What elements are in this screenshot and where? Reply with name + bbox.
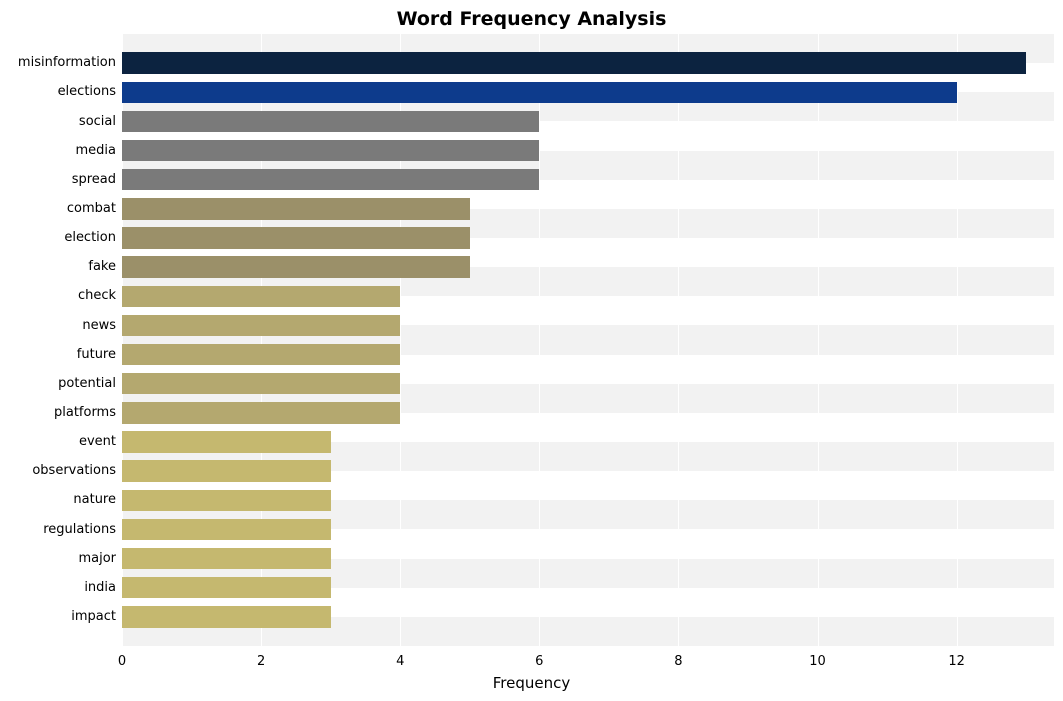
bar [122,286,400,307]
y-tick-label: fake [88,259,116,274]
x-tick-label: 8 [674,654,682,669]
y-tick-label: check [78,288,116,303]
x-tick-label: 12 [948,654,965,669]
bar [122,256,470,277]
y-tick-label: india [84,580,116,595]
y-tick-label: major [78,551,116,566]
gridline [539,34,540,646]
y-tick-label: impact [71,609,116,624]
y-tick-label: combat [67,201,116,216]
bar [122,577,331,598]
y-tick-label: potential [58,376,116,391]
bar [122,548,331,569]
bar [122,169,539,190]
y-tick-label: misinformation [18,55,116,70]
bar [122,140,539,161]
bar [122,82,957,103]
y-tick-label: media [76,143,117,158]
bar [122,227,470,248]
y-tick-label: spread [72,172,116,187]
chart-title: Word Frequency Analysis [0,8,1063,30]
y-tick-label: election [64,230,116,245]
bar [122,402,400,423]
bar [122,460,331,481]
gridline [818,34,819,646]
y-tick-label: news [82,318,116,333]
gridline [678,34,679,646]
x-tick-label: 2 [257,654,265,669]
bar [122,519,331,540]
y-tick-label: future [77,347,116,362]
x-tick-label: 4 [396,654,404,669]
x-tick-label: 0 [118,654,126,669]
y-tick-label: nature [73,492,116,507]
x-tick-label: 10 [809,654,826,669]
plot-area [122,34,1054,646]
bar [122,373,400,394]
y-tick-label: event [79,434,116,449]
gridline [957,34,958,646]
bar [122,111,539,132]
bar [122,52,1026,73]
figure: Word Frequency Analysis Frequency misinf… [0,0,1063,701]
x-tick-label: 6 [535,654,543,669]
y-tick-label: regulations [43,522,116,537]
bar [122,431,331,452]
y-tick-label: observations [32,463,116,478]
bar [122,606,331,627]
bar [122,198,470,219]
y-tick-label: elections [58,84,116,99]
y-tick-label: platforms [54,405,116,420]
bar [122,490,331,511]
x-axis-label: Frequency [0,674,1063,692]
bar [122,344,400,365]
bar [122,315,400,336]
y-tick-label: social [79,114,116,129]
